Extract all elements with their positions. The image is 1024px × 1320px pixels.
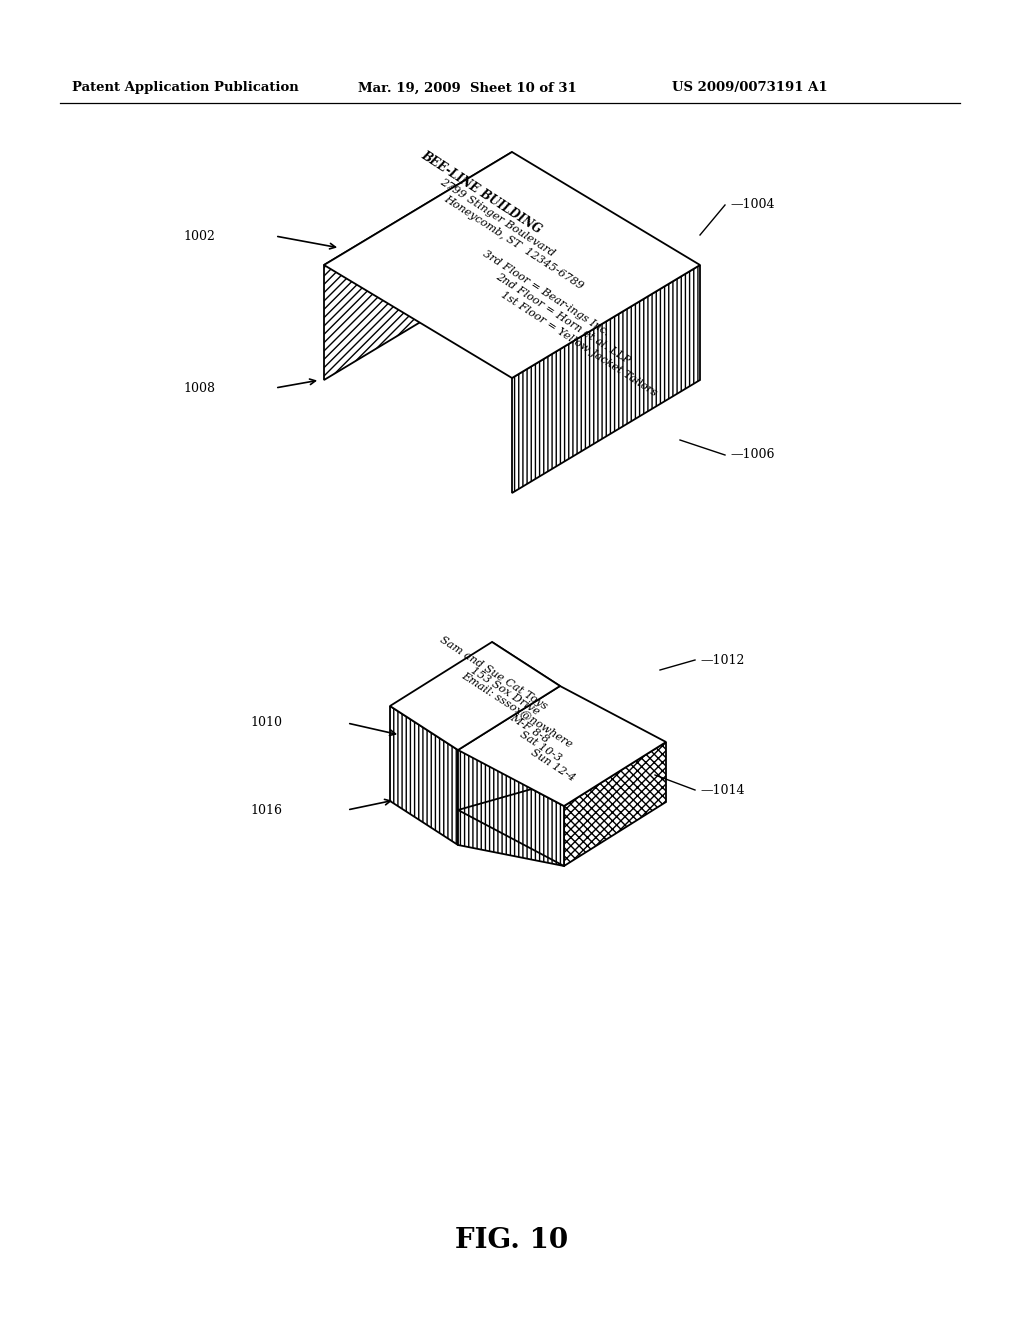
- Text: 1016: 1016: [250, 804, 282, 817]
- Text: Sam and Sue Cat Toys: Sam and Sue Cat Toys: [437, 635, 549, 711]
- Polygon shape: [324, 152, 512, 380]
- Text: Mar. 19, 2009  Sheet 10 of 31: Mar. 19, 2009 Sheet 10 of 31: [358, 82, 577, 95]
- Text: 2nd Floor = Horn et al. LLP: 2nd Floor = Horn et al. LLP: [494, 271, 632, 366]
- Polygon shape: [458, 750, 564, 866]
- Text: 1010: 1010: [250, 717, 282, 730]
- Polygon shape: [458, 686, 666, 807]
- Text: US 2009/0073191 A1: US 2009/0073191 A1: [672, 82, 827, 95]
- Text: FIG. 10: FIG. 10: [456, 1226, 568, 1254]
- Text: Patent Application Publication: Patent Application Publication: [72, 82, 299, 95]
- Polygon shape: [458, 642, 560, 810]
- Text: 2799 Stinger Boulevard: 2799 Stinger Boulevard: [438, 177, 557, 259]
- Text: 3rd Floor = Bear-ings Inc.: 3rd Floor = Bear-ings Inc.: [481, 248, 611, 338]
- Text: Sat 10-3: Sat 10-3: [518, 730, 563, 764]
- Text: Email: sssox@nowhere: Email: sssox@nowhere: [460, 671, 574, 750]
- Polygon shape: [564, 742, 666, 866]
- Text: Honeycomb, ST  12345-6789: Honeycomb, ST 12345-6789: [442, 194, 585, 292]
- Text: —1004: —1004: [730, 198, 774, 211]
- Text: 153 Sox Drive: 153 Sox Drive: [469, 665, 541, 717]
- Text: —1014: —1014: [700, 784, 744, 796]
- Text: BEE-LINE BUILDING: BEE-LINE BUILDING: [419, 149, 544, 236]
- Text: 1002: 1002: [183, 230, 215, 243]
- Text: 1008: 1008: [183, 381, 215, 395]
- Text: Sun 12-4: Sun 12-4: [529, 747, 577, 783]
- Polygon shape: [324, 152, 700, 378]
- Polygon shape: [390, 642, 560, 750]
- Polygon shape: [458, 750, 564, 866]
- Polygon shape: [390, 706, 458, 845]
- Text: 1st Floor = Yellow Jacket Tailors: 1st Floor = Yellow Jacket Tailors: [499, 289, 658, 397]
- Text: —1006: —1006: [730, 449, 774, 462]
- Polygon shape: [512, 265, 700, 492]
- Text: M-F 8-8: M-F 8-8: [508, 711, 550, 744]
- Text: —1012: —1012: [700, 653, 744, 667]
